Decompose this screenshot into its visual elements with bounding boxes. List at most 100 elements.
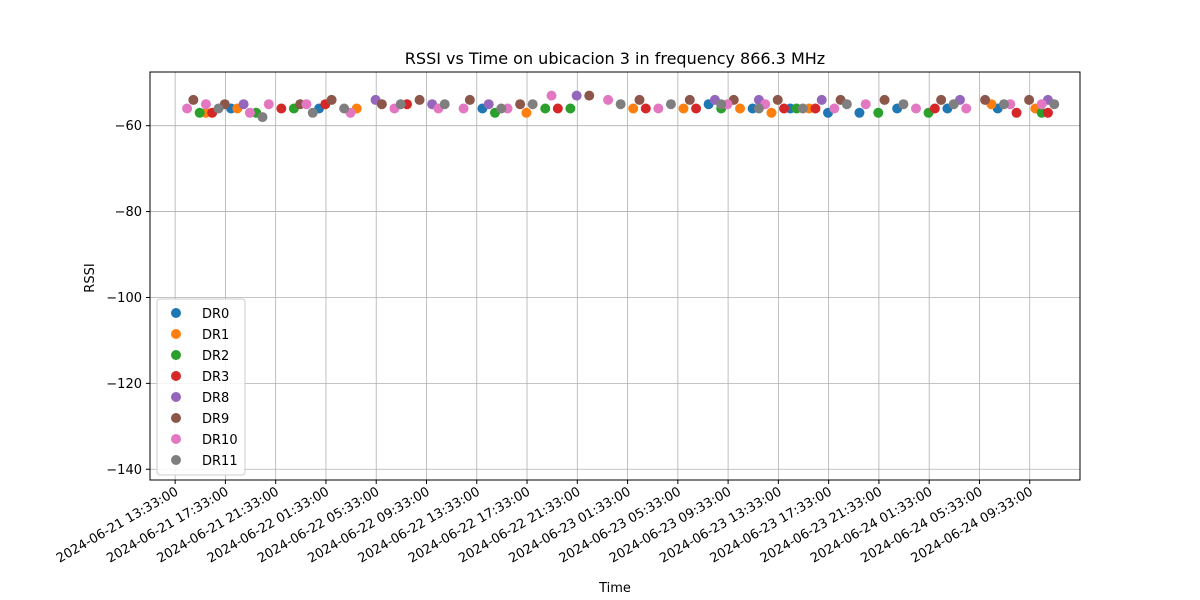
- legend-marker: [171, 434, 181, 444]
- data-point: [458, 103, 469, 114]
- data-point: [653, 103, 664, 114]
- data-point: [565, 103, 576, 114]
- data-point: [276, 103, 287, 114]
- grid-lines: [150, 72, 1080, 480]
- series-dr11: [213, 99, 1060, 123]
- data-point: [307, 107, 318, 118]
- data-point: [571, 90, 582, 101]
- data-point: [301, 99, 312, 110]
- data-point: [540, 103, 551, 114]
- data-point: [634, 94, 645, 105]
- legend-marker: [171, 413, 181, 423]
- data-point: [779, 103, 790, 114]
- data-point: [684, 94, 695, 105]
- data-point: [998, 99, 1009, 110]
- data-point: [665, 99, 676, 110]
- data-point: [860, 99, 871, 110]
- data-point: [263, 99, 274, 110]
- y-tick-label: −60: [115, 119, 142, 134]
- data-point: [753, 103, 764, 114]
- data-point: [910, 103, 921, 114]
- legend-marker: [171, 350, 181, 360]
- data-point: [810, 103, 821, 114]
- x-axis-label: Time: [598, 581, 631, 596]
- data-point: [854, 107, 865, 118]
- data-point: [376, 99, 387, 110]
- legend-label: DR1: [202, 328, 229, 343]
- data-point: [584, 90, 595, 101]
- data-point: [691, 103, 702, 114]
- data-point: [213, 103, 224, 114]
- data-point: [326, 94, 337, 105]
- data-point: [339, 103, 350, 114]
- chart-title: RSSI vs Time on ubicacion 3 in frequency…: [405, 49, 825, 68]
- data-point: [936, 94, 947, 105]
- data-point: [603, 94, 614, 105]
- data-point: [873, 107, 884, 118]
- data-point: [640, 103, 651, 114]
- data-point: [414, 94, 425, 105]
- data-points: [182, 90, 1060, 123]
- plot-frame: [149, 71, 1081, 481]
- data-point: [238, 99, 249, 110]
- y-tick-label: −100: [106, 291, 142, 306]
- data-point: [182, 103, 193, 114]
- data-point: [527, 99, 538, 110]
- legend-marker: [171, 392, 181, 402]
- legend-marker: [171, 308, 181, 318]
- data-point: [829, 103, 840, 114]
- data-point: [879, 94, 890, 105]
- data-point: [816, 94, 827, 105]
- data-point: [898, 99, 909, 110]
- series-dr3: [207, 99, 1053, 118]
- legend: DR0 DR1 DR2 DR3 DR8 DR9 DR10 DR11: [156, 298, 246, 476]
- data-point: [735, 103, 746, 114]
- y-tick-label: −140: [106, 463, 142, 478]
- data-point: [200, 99, 211, 110]
- data-point: [628, 103, 639, 114]
- data-point: [1036, 99, 1047, 110]
- data-point: [188, 94, 199, 105]
- legend-box: [156, 298, 246, 476]
- data-point: [615, 99, 626, 110]
- data-point: [929, 103, 940, 114]
- legend-label: DR3: [202, 370, 229, 385]
- legend-marker: [171, 329, 181, 339]
- data-point: [194, 107, 205, 118]
- data-point: [244, 107, 255, 118]
- data-point: [772, 94, 783, 105]
- data-point: [797, 103, 808, 114]
- legend-marker: [171, 371, 181, 381]
- data-point: [716, 99, 727, 110]
- y-axis-label: RSSI: [83, 263, 98, 292]
- data-point: [980, 94, 991, 105]
- data-point: [1049, 99, 1060, 110]
- data-point: [395, 99, 406, 110]
- y-tick-label: −80: [115, 205, 142, 220]
- legend-label: DR10: [202, 433, 238, 448]
- data-point: [678, 103, 689, 114]
- data-point: [552, 103, 563, 114]
- legend-marker: [171, 455, 181, 465]
- data-point: [1024, 94, 1035, 105]
- data-point: [439, 99, 450, 110]
- legend-label: DR8: [202, 391, 229, 406]
- data-point: [1011, 107, 1022, 118]
- data-point: [483, 99, 494, 110]
- y-tick-label: −120: [106, 377, 142, 392]
- data-point: [841, 99, 852, 110]
- legend-label: DR2: [202, 349, 229, 364]
- data-point: [521, 107, 532, 118]
- data-point: [496, 103, 507, 114]
- data-point: [464, 94, 475, 105]
- legend-label: DR0: [202, 307, 229, 322]
- data-point: [766, 107, 777, 118]
- data-point: [515, 99, 526, 110]
- legend-label: DR9: [202, 412, 229, 427]
- data-point: [257, 112, 268, 123]
- data-point: [1042, 107, 1053, 118]
- legend-label: DR11: [202, 454, 238, 469]
- data-point: [948, 99, 959, 110]
- data-point: [546, 90, 557, 101]
